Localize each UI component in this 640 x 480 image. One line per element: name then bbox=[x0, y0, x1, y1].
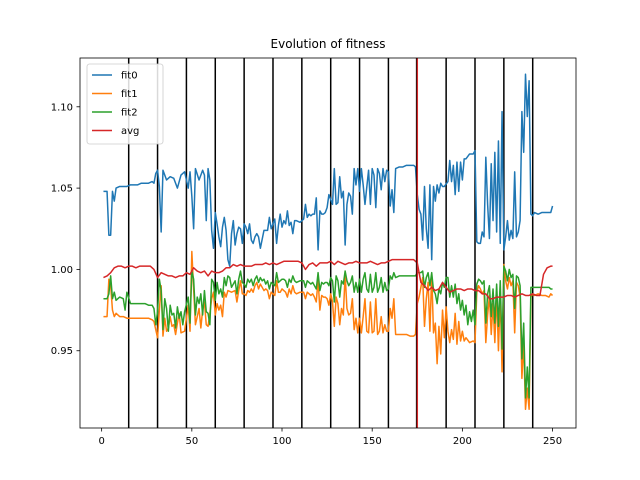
legend-label-avg: avg bbox=[121, 126, 139, 137]
y-tick-label: 0.95 bbox=[51, 346, 73, 357]
series-line-fit2 bbox=[103, 265, 553, 399]
epoch-markers bbox=[127, 58, 534, 428]
x-tick-label: 250 bbox=[543, 436, 562, 447]
y-tick-label: 1.00 bbox=[51, 265, 73, 276]
chart-title: Evolution of fitness bbox=[271, 37, 386, 51]
x-tick-label: 0 bbox=[98, 436, 104, 447]
axes: 0 50 100 150 200 250 0.95 1.00 1.05 1.10 bbox=[51, 57, 577, 447]
legend-label-fit1: fit1 bbox=[121, 89, 138, 100]
legend-label-fit0: fit0 bbox=[121, 71, 138, 82]
x-tick-label: 50 bbox=[185, 436, 198, 447]
series-layer bbox=[103, 58, 554, 428]
y-tick-label: 1.05 bbox=[51, 184, 73, 195]
legend-box bbox=[86, 63, 164, 145]
x-tick-label: 200 bbox=[453, 436, 472, 447]
plot-frame bbox=[79, 57, 577, 429]
y-tick-label: 1.10 bbox=[51, 102, 73, 113]
legend: fit0 fit1 fit2 avg bbox=[86, 63, 164, 145]
series-line-avg bbox=[103, 258, 553, 300]
series-line-fit0 bbox=[103, 73, 554, 267]
x-tick-label: 100 bbox=[272, 436, 291, 447]
legend-label-fit2: fit2 bbox=[121, 108, 138, 119]
x-tick-label: 150 bbox=[363, 436, 382, 447]
